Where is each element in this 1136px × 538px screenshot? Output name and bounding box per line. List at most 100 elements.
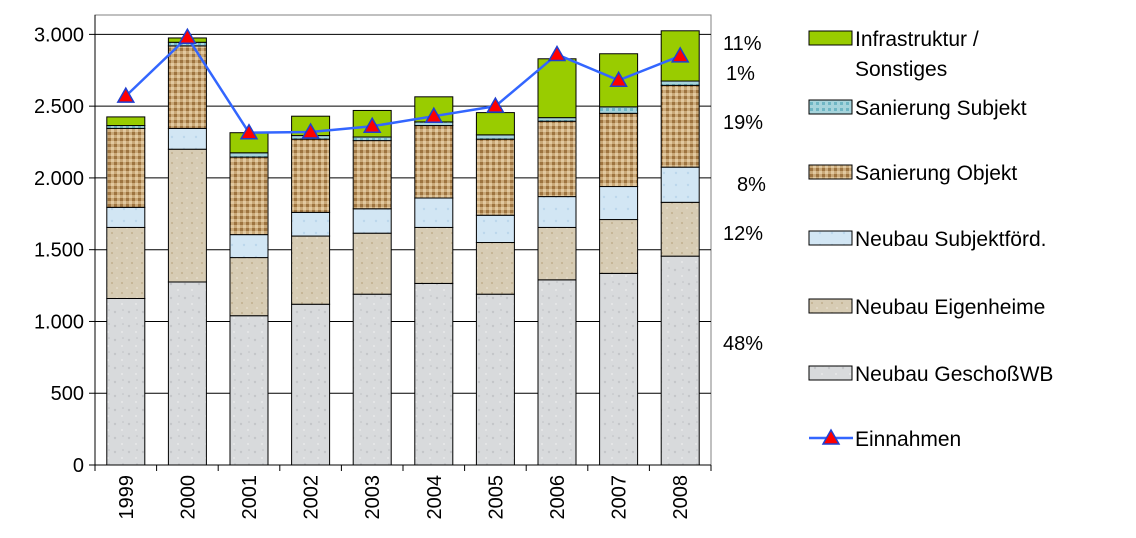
einnahmen-polyline xyxy=(124,35,681,134)
bar-2005-series-0 xyxy=(475,293,515,466)
einnahmen-marker-2002 xyxy=(301,122,320,139)
bar-2008-series-4 xyxy=(660,80,700,86)
bar-2007-series-1 xyxy=(599,219,639,274)
einnahmen-marker-2006 xyxy=(547,44,567,62)
y-tick-label-6: 3.000 xyxy=(34,24,84,46)
bar-2006-series-0 xyxy=(537,279,577,466)
bar-2005-series-4 xyxy=(475,134,515,140)
axes xyxy=(89,15,712,471)
einnahmen-marker-2008 xyxy=(670,46,690,63)
bar-2003-series-3 xyxy=(352,140,392,210)
legend: Infrastruktur / Sonstiges Sanierung Subjek… xyxy=(808,28,1053,451)
bar-1999-series-0 xyxy=(106,297,146,466)
bar-2005-series-3 xyxy=(475,138,515,216)
bar-2005-series-2 xyxy=(475,214,515,244)
x-tick-label-2001: 2001 xyxy=(239,475,261,520)
y-tick-label-4: 2.000 xyxy=(34,168,84,190)
y-tick-label-3: 1.500 xyxy=(34,240,84,262)
x-tick-label-2008: 2008 xyxy=(670,475,692,520)
bar-2004-series-3 xyxy=(414,125,454,199)
einnahmen-line xyxy=(116,27,690,140)
legend-label-5-0: Neubau GeschoßWB xyxy=(855,363,1053,386)
bar-2004-series-1 xyxy=(414,226,454,284)
bar-2000-series-2 xyxy=(167,127,207,150)
bar-2006-series-3 xyxy=(537,120,577,198)
bar-2002-series-3 xyxy=(291,138,331,213)
einnahmen-marker-2007 xyxy=(609,70,628,88)
y-tick-label-0: 0 xyxy=(73,455,84,477)
legend-label-0-1: Sonstiges xyxy=(855,58,947,81)
percent-label-1: 1% xyxy=(726,63,755,85)
bar-2005-series-5 xyxy=(475,112,515,136)
bar-2008-series-0 xyxy=(660,255,700,466)
bar-2006-series-5 xyxy=(537,58,577,119)
legend-label-4-0: Neubau Eigenheime xyxy=(855,296,1045,319)
bar-2004-series-0 xyxy=(414,282,454,466)
x-tick-label-2006: 2006 xyxy=(547,475,569,520)
legend-swatch-1 xyxy=(808,99,853,115)
percent-label-2: 19% xyxy=(723,112,763,134)
legend-swatch-3 xyxy=(808,230,853,246)
percent-label-3: 8% xyxy=(737,174,766,196)
legend-swatch-2 xyxy=(808,164,853,180)
einnahmen-marker-2005 xyxy=(486,96,505,113)
einnahmen-marker-1999 xyxy=(116,86,136,103)
bar-2002-series-1 xyxy=(291,235,331,305)
x-tick-label-2005: 2005 xyxy=(485,475,507,519)
legend-label-3-0: Neubau Subjektförd. xyxy=(855,228,1046,251)
x-tick-label-2003: 2003 xyxy=(362,475,384,520)
bar-2001-series-1 xyxy=(229,257,269,317)
y-tick-labels: 0 500 1.000 1.500 2.000 2.500 3.000 xyxy=(34,24,84,477)
bar-1999-series-3 xyxy=(106,127,146,208)
bar-2004-series-2 xyxy=(414,197,454,228)
bar-2003-series-1 xyxy=(352,232,392,295)
einnahmen-marker-2000 xyxy=(178,27,197,44)
bar-2008-series-3 xyxy=(660,84,700,168)
x-tick-labels: 1999 2000 2001 2002 2003 2004 2005 2006 2007 2008 xyxy=(116,475,692,520)
legend-label-1-0: Sanierung Subjekt xyxy=(855,97,1027,120)
x-tick-label-2004: 2004 xyxy=(424,475,446,520)
y-tick-label-1: 500 xyxy=(51,383,84,405)
percent-label-0: 11% xyxy=(723,33,762,55)
bar-2002-series-0 xyxy=(291,303,331,466)
percent-label-5: 48% xyxy=(723,333,763,355)
legend-label-2-0: Sanierung Objekt xyxy=(855,162,1017,185)
bar-2003-series-2 xyxy=(352,208,392,234)
bar-2000-series-0 xyxy=(167,281,207,466)
percent-labels: 11% 1% 19% 8% 12% 48% xyxy=(723,33,766,355)
x-tick-label-2000: 2000 xyxy=(177,475,199,520)
bar-2007-series-0 xyxy=(599,272,639,466)
bar-2007-series-3 xyxy=(599,112,639,188)
bar-2002-series-2 xyxy=(291,211,331,237)
x-tick-label-2007: 2007 xyxy=(609,475,631,520)
x-tick-label-1999: 1999 xyxy=(116,475,138,520)
bar-2000-series-3 xyxy=(167,45,207,129)
einnahmen-marker-2004 xyxy=(424,106,444,123)
bar-2005-series-1 xyxy=(475,242,515,295)
bar-2001-series-0 xyxy=(229,315,269,466)
bars xyxy=(106,30,700,466)
legend-label-6-0: Einnahmen xyxy=(855,428,961,451)
legend-swatch-5 xyxy=(808,365,853,381)
legend-swatch-4 xyxy=(808,298,853,314)
bar-2007-series-4 xyxy=(599,106,639,114)
bar-2006-series-1 xyxy=(537,226,577,281)
y-tick-label-5: 2.500 xyxy=(34,96,84,118)
bar-1999-series-5 xyxy=(106,116,146,127)
bar-2000-series-1 xyxy=(167,148,207,283)
legend-label-0-0: Infrastruktur / xyxy=(855,28,979,51)
bar-2006-series-4 xyxy=(537,117,577,122)
bar-2001-series-2 xyxy=(229,234,269,259)
bar-2003-series-4 xyxy=(352,136,392,142)
bar-2003-series-0 xyxy=(352,293,392,466)
x-tick-label-2002: 2002 xyxy=(301,475,323,520)
percent-label-4: 12% xyxy=(723,223,763,245)
legend-line-marker xyxy=(821,428,841,445)
einnahmen-marker-2003 xyxy=(362,116,382,133)
bar-2006-series-2 xyxy=(537,196,577,228)
y-tick-label-2: 1.000 xyxy=(34,311,84,333)
bar-1999-series-2 xyxy=(106,206,146,228)
bar-2008-series-1 xyxy=(660,201,700,257)
bar-2001-series-3 xyxy=(229,156,269,236)
